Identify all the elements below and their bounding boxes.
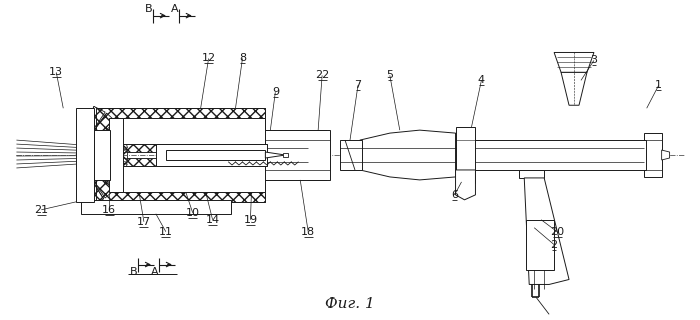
Polygon shape <box>76 155 127 176</box>
Bar <box>644 133 661 177</box>
Bar <box>156 144 267 166</box>
Polygon shape <box>76 155 104 204</box>
Bar <box>472 140 645 170</box>
Polygon shape <box>360 130 456 180</box>
Text: B: B <box>130 267 138 276</box>
Text: 12: 12 <box>202 53 216 63</box>
Bar <box>456 127 475 183</box>
Bar <box>96 108 265 202</box>
Text: 7: 7 <box>354 80 361 90</box>
Polygon shape <box>265 152 286 158</box>
Text: 13: 13 <box>49 68 63 77</box>
Text: 5: 5 <box>386 70 393 80</box>
Text: 20: 20 <box>550 227 564 237</box>
Polygon shape <box>96 158 265 202</box>
Text: 16: 16 <box>102 205 116 215</box>
Polygon shape <box>111 118 265 144</box>
Text: 3: 3 <box>590 55 597 65</box>
Bar <box>94 130 110 180</box>
Text: 6: 6 <box>451 190 458 200</box>
Polygon shape <box>76 155 122 188</box>
Polygon shape <box>76 155 115 198</box>
Polygon shape <box>111 166 265 192</box>
Bar <box>111 118 265 144</box>
Polygon shape <box>265 130 326 180</box>
Polygon shape <box>225 144 267 166</box>
Bar <box>109 118 123 192</box>
Text: Фиг. 1: Фиг. 1 <box>325 297 375 311</box>
Text: 4: 4 <box>478 75 485 85</box>
Polygon shape <box>76 123 123 155</box>
Bar <box>166 150 265 160</box>
Text: 19: 19 <box>244 215 258 225</box>
Polygon shape <box>76 106 105 155</box>
Polygon shape <box>554 52 594 72</box>
Polygon shape <box>76 150 127 162</box>
Bar <box>340 140 362 170</box>
Polygon shape <box>662 150 670 160</box>
Text: A: A <box>151 267 159 276</box>
Text: 18: 18 <box>301 227 315 237</box>
Text: 14: 14 <box>206 215 220 225</box>
Text: 11: 11 <box>159 227 173 237</box>
Text: 22: 22 <box>315 70 329 80</box>
Text: 2: 2 <box>550 240 558 250</box>
Polygon shape <box>519 170 544 178</box>
Text: 1: 1 <box>655 80 662 90</box>
Bar <box>111 166 265 192</box>
Polygon shape <box>456 170 475 200</box>
Text: 10: 10 <box>186 208 199 218</box>
Polygon shape <box>76 113 116 155</box>
Polygon shape <box>76 136 127 155</box>
Bar <box>308 130 326 180</box>
Polygon shape <box>524 178 569 284</box>
Text: A: A <box>171 4 178 14</box>
Text: 17: 17 <box>136 217 151 227</box>
Text: 9: 9 <box>272 87 279 97</box>
Bar <box>526 220 554 269</box>
Text: 21: 21 <box>34 205 48 215</box>
Polygon shape <box>561 72 587 105</box>
Bar <box>76 108 94 202</box>
Bar <box>284 153 288 157</box>
Text: B: B <box>145 4 153 14</box>
Text: 8: 8 <box>239 53 246 63</box>
Bar <box>81 200 230 214</box>
Bar <box>220 130 330 180</box>
Polygon shape <box>96 108 265 152</box>
